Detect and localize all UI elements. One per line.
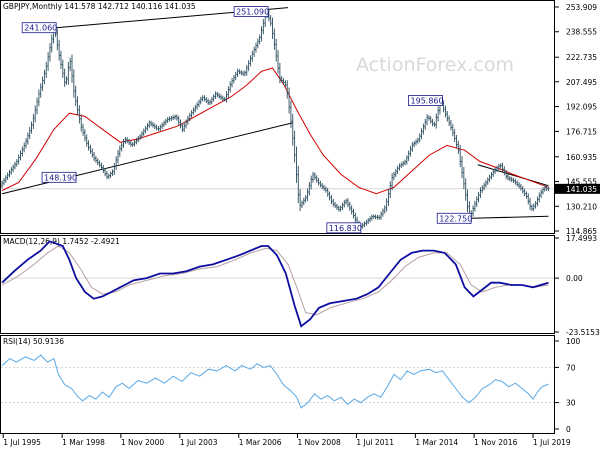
x-axis: 1 Jul 1995 1 Mar 1998 1 Nov 2000 1 Jul 2003… (2, 434, 571, 447)
x-tick-label: 1 Nov 2000 (121, 438, 164, 447)
x-tick-label: 1 Nov 2016 (474, 438, 517, 447)
price-ytick-label: 176.715 (566, 127, 597, 136)
price-ytick-label: 207.495 (566, 78, 597, 87)
x-tick-label: 1 Mar 1998 (62, 438, 105, 447)
price-ytick-label: 238.555 (566, 28, 597, 37)
price-ytick-label: 145.555 (566, 178, 597, 187)
price-ytick-label: 130.210 (566, 202, 597, 211)
macd-signal-line (1, 245, 549, 316)
rsi-ytick-label: 0 (566, 425, 571, 434)
watermark: ActionForex.com (356, 54, 514, 76)
rsi-panel: RSI(14) 50.9136 100 70 30 0 (0, 335, 581, 434)
x-tick-label: 1 Jul 2019 (533, 438, 571, 447)
macd-ytick-label: 0.00 (566, 274, 583, 283)
price-annotation-label: 116.830 (329, 224, 362, 233)
price-annotation-label: 195.860 (411, 97, 444, 106)
price-annotation-box (21, 22, 57, 34)
rsi-ytick-label: 30 (566, 399, 576, 408)
x-tick-label: 1 Nov 2008 (297, 438, 340, 447)
current-price-box (555, 183, 600, 194)
price-annotation-box (326, 222, 362, 234)
x-tick-label: 1 Jul 2011 (356, 438, 394, 447)
price-annotation-label: 241.060 (24, 24, 57, 33)
macd-ytick-label: -23.5153 (566, 328, 600, 337)
rsi-panel-header: RSI(14) 50.9136 (3, 337, 64, 346)
price-panel: ActionForex.com GBPJPY,Monthly 141.578 1… (0, 0, 600, 236)
price-ytick-label: 160.935 (566, 153, 597, 162)
moving-average-line (1, 67, 549, 195)
macd-line (1, 240, 549, 328)
price-ytick-label: 222.735 (566, 53, 597, 62)
macd-panel-header: MACD(12,26,9) 1.7452 -2.4921 (3, 237, 120, 246)
price-annotation-box (408, 95, 443, 106)
price-panel-header: GBPJPY,Monthly 141.578 142.712 140.116 1… (3, 2, 196, 11)
price-ytick-label: 114.865 (566, 227, 597, 236)
rsi-line (1, 354, 549, 409)
trendline (471, 215, 549, 219)
macd-panel: MACD(12,26,9) 1.7452 -2.4921 17.4993 0.00… (0, 234, 600, 337)
rsi-ytick-label: 70 (566, 363, 576, 372)
price-ytick-label: 253.909 (566, 3, 597, 12)
x-tick-label: 1 Mar 2006 (239, 438, 282, 447)
price-annotation-label: 251.090 (236, 8, 269, 17)
x-tick-label: 1 Jul 1995 (3, 438, 41, 447)
price-annotation-box (233, 6, 269, 17)
x-tick-label: 1 Jul 2003 (180, 438, 218, 447)
current-price-label: 141.035 (566, 185, 597, 194)
trendline (477, 164, 549, 187)
macd-ytick-label: 17.4993 (566, 234, 597, 243)
price-annotation-box (436, 212, 472, 224)
x-tick-label: 1 Mar 2014 (415, 438, 458, 447)
price-annotation-box (41, 171, 77, 183)
rsi-ytick-label: 100 (566, 337, 581, 346)
price-ytick-label: 192.095 (566, 103, 597, 112)
price-annotation-label: 122.750 (439, 214, 472, 223)
price-annotation-label: 148.190 (44, 173, 77, 182)
